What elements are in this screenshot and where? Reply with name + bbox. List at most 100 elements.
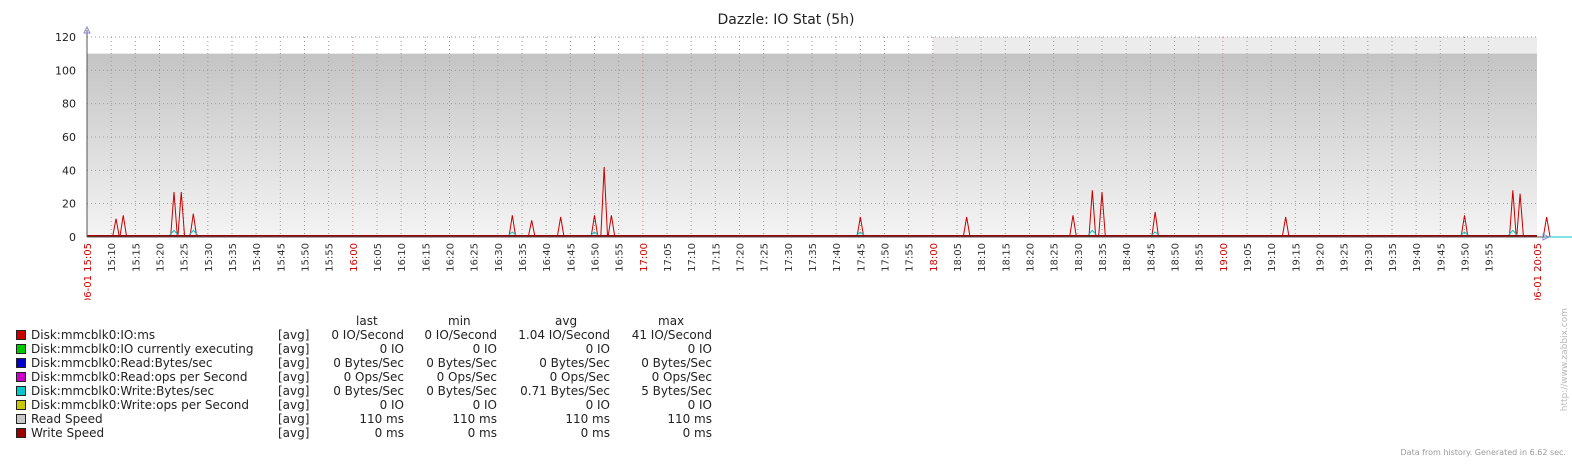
io-stat-chart: Dazzle: IO Stat (5h) 0 20 40 60 80 100 120 06-… [55, 12, 1572, 300]
x-tick-label: 06-01 15:05 [83, 243, 94, 300]
legend-aggregate: [avg] [278, 356, 310, 370]
y-tick-label: 120 [55, 31, 76, 44]
legend-series-name: Read Speed [31, 412, 103, 426]
x-tick-label: 16:55 [615, 243, 626, 272]
legend-header-min: min [448, 314, 471, 328]
y-tick-label: 80 [62, 98, 76, 111]
x-tick-label: 16:05 [373, 243, 384, 272]
x-tick-label: 15:45 [276, 243, 287, 272]
x-tick-label: 15:15 [131, 243, 142, 272]
x-tick-label: 16:00 [349, 243, 360, 272]
legend-max: 5 Bytes/Sec [641, 384, 712, 398]
legend-swatch [16, 344, 26, 354]
x-tick-label: 16:50 [591, 243, 602, 272]
legend-aggregate: [avg] [278, 412, 310, 426]
legend-aggregate: [avg] [278, 426, 310, 440]
x-tick-label: 15:35 [228, 243, 239, 272]
legend-swatch [16, 330, 26, 340]
x-tick-label: 15:30 [204, 243, 215, 272]
x-tick-label: 18:40 [1122, 243, 1133, 272]
legend-max: 0 IO [687, 398, 712, 412]
x-tick-label: 17:50 [881, 243, 892, 272]
legend-series-name: Disk:mmcblk0:IO:ms [31, 328, 156, 342]
legend-max: 0 Ops/Sec [651, 370, 712, 384]
legend-avg: 0 IO [585, 342, 610, 356]
x-tick-label: 19:20 [1316, 243, 1327, 272]
legend-avg: 0 Bytes/Sec [539, 356, 610, 370]
x-tick-label: 16:40 [542, 243, 553, 272]
x-tick-label: 17:45 [856, 243, 867, 272]
x-tick-label: 16:25 [470, 243, 481, 272]
legend-last: 0 ms [374, 426, 404, 440]
x-tick-label: 18:10 [977, 243, 988, 272]
x-tick-label: 16:20 [446, 243, 457, 272]
x-tick-label: 18:35 [1098, 243, 1109, 272]
x-tick-label: 16:10 [397, 243, 408, 272]
x-tick-label: 17:00 [639, 243, 650, 272]
x-tick-label: 17:55 [905, 243, 916, 272]
legend-aggregate: [avg] [278, 384, 310, 398]
series-line-disk-mmcblk0-io-ms [87, 166, 1572, 238]
x-tick-label: 19:00 [1219, 243, 1230, 272]
legend-avg: 0 ms [580, 426, 610, 440]
legend-min: 0 Ops/Sec [436, 370, 497, 384]
x-tick-label: 19:30 [1364, 243, 1375, 272]
legend-avg: 0 Ops/Sec [549, 370, 610, 384]
x-tick-label: 18:05 [953, 243, 964, 272]
x-tick-label: 19:55 [1485, 243, 1496, 272]
legend-min: 0 ms [467, 426, 497, 440]
legend-max: 0 IO [687, 342, 712, 356]
x-tick-label: 18:45 [1146, 243, 1157, 272]
x-tick-label: 19:50 [1461, 243, 1472, 272]
legend-max: 110 ms [667, 412, 712, 426]
x-tick-label: 17:35 [808, 243, 819, 272]
x-tick-label: 19:10 [1267, 243, 1278, 272]
chart-title: Dazzle: IO Stat (5h) [718, 12, 855, 28]
y-tick-label: 0 [69, 231, 76, 244]
legend-swatch [16, 414, 26, 424]
legend-last: 0 Ops/Sec [343, 370, 404, 384]
legend-last: 0 Bytes/Sec [333, 384, 404, 398]
legend-last: 0 IO [379, 398, 404, 412]
x-tick-label: 18:55 [1195, 243, 1206, 272]
legend-header-avg: avg [555, 314, 578, 328]
legend-series-name: Disk:mmcblk0:Read:ops per Second [31, 370, 248, 384]
x-tick-label: 17:15 [711, 243, 722, 272]
y-tick-label: 100 [55, 64, 76, 77]
legend-min: 0 IO [472, 398, 497, 412]
legend-avg: 0 IO [585, 398, 610, 412]
legend-min: 0 IO [472, 342, 497, 356]
x-tick-label: 16:35 [518, 243, 529, 272]
generation-footer: Data from history. Generated in 6.62 sec… [1400, 448, 1566, 457]
x-tick-label: 15:50 [301, 243, 312, 272]
x-tick-label: 06-01 20:05 [1533, 243, 1544, 300]
x-axis-ticks: 06-01 15:05 15:10 15:15 15:20 15:25 15:30 15:3… [83, 243, 1544, 300]
x-tick-label: 18:20 [1026, 243, 1037, 272]
x-tick-label: 17:10 [687, 243, 698, 272]
legend-swatch [16, 400, 26, 410]
legend-avg: 0.71 Bytes/Sec [520, 384, 610, 398]
y-tick-label: 40 [62, 164, 76, 177]
legend-series-name: Disk:mmcblk0:Write:ops per Second [31, 398, 250, 412]
zabbix-watermark: http://www.zabbix.com [1560, 308, 1570, 412]
legend-max: 0 Bytes/Sec [641, 356, 712, 370]
x-tick-label: 19:35 [1388, 243, 1399, 272]
x-tick-label: 15:10 [107, 243, 118, 272]
legend-swatch [16, 372, 26, 382]
x-tick-label: 17:30 [784, 243, 795, 272]
x-tick-label: 16:15 [421, 243, 432, 272]
x-tick-label: 19:25 [1340, 243, 1351, 272]
x-tick-label: 18:15 [1001, 243, 1012, 272]
legend-min: 0 IO/Second [424, 328, 497, 342]
legend-swatch [16, 358, 26, 368]
y-axis-arrow [83, 25, 91, 34]
x-tick-label: 19:05 [1243, 243, 1254, 272]
legend-swatch [16, 428, 26, 438]
legend-aggregate: [avg] [278, 398, 310, 412]
y-tick-label: 20 [62, 198, 76, 211]
legend-last: 0 Bytes/Sec [333, 356, 404, 370]
x-tick-label: 17:05 [663, 243, 674, 272]
legend-header-max: max [658, 314, 685, 328]
legend-series-name: Write Speed [31, 426, 105, 440]
legend-min: 110 ms [452, 412, 497, 426]
